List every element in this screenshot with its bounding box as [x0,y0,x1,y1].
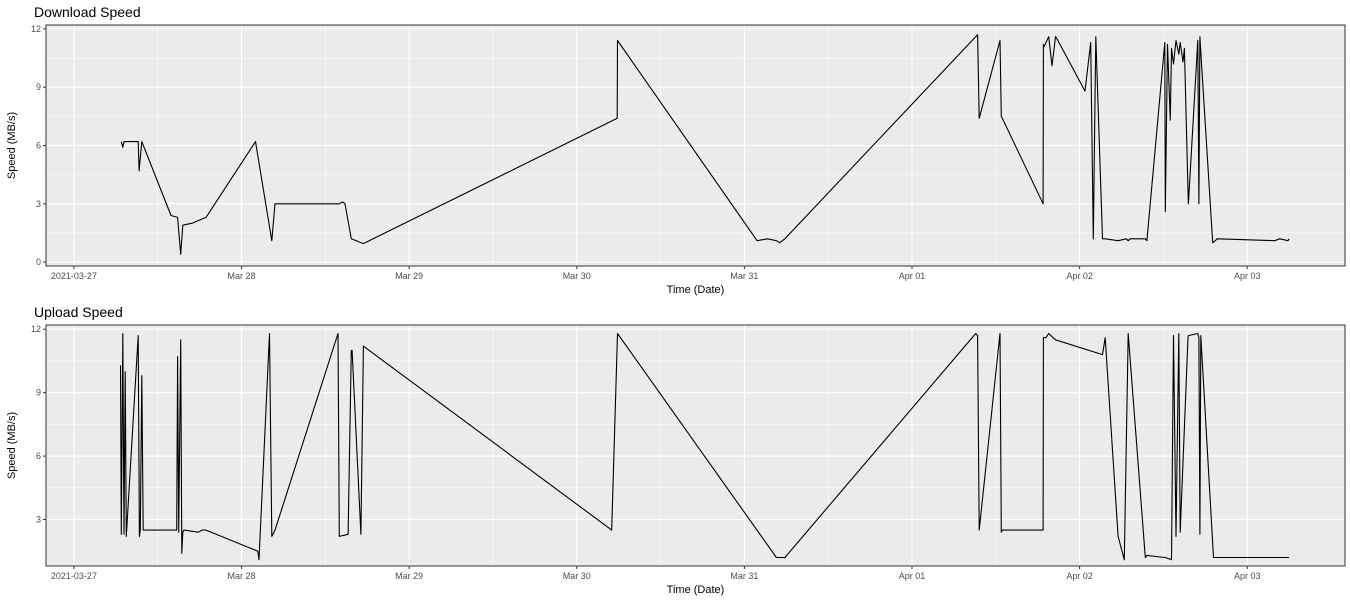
x-tick-label: Mar 31 [730,271,758,281]
y-axis-title: Speed (MB/s) [6,112,18,179]
x-axis-title: Time (Date) [667,284,725,296]
panel-background [46,325,1345,566]
x-tick-label: Apr 03 [1234,571,1261,581]
x-tick-label: Mar 28 [228,571,256,581]
y-axis-title: Speed (MB/s) [6,412,18,479]
y-tick-label: 12 [31,24,41,34]
x-tick-label: Apr 02 [1066,271,1093,281]
x-tick-label: Apr 01 [899,571,926,581]
x-tick-label: Apr 03 [1234,271,1261,281]
x-tick-label: Apr 01 [899,271,926,281]
x-tick-label: Mar 29 [395,271,423,281]
series-line-0 [119,332,1290,561]
x-tick-label: Mar 28 [228,271,256,281]
download-speed-panel: 2021-03-27 Mar 28 Mar 29 Mar 30 Mar 31 Apr 01… [6,4,1346,296]
x-tick-label: Mar 30 [563,571,591,581]
y-tick-label: 3 [36,199,41,209]
y-tick-label: 3 [36,514,41,524]
x-tick-label: Mar 30 [563,271,591,281]
y-tick-label: 6 [36,451,41,461]
upload-speed-panel: 2021-03-27 Mar 28 Mar 29 Mar 30 Mar 31 Apr 01… [6,304,1346,596]
x-tick-label: 2021-03-27 [51,271,97,281]
x-axis-title: Time (Date) [667,584,725,596]
chart-title: Download Speed [34,4,141,20]
y-tick-label: 9 [36,388,41,398]
chart-title: Upload Speed [34,304,123,320]
x-tick-label: 2021-03-27 [51,571,97,581]
y-tick-label: 12 [31,324,41,334]
y-tick-label: 6 [36,141,41,151]
series-line-0 [120,34,1290,255]
panel-border [45,324,1346,567]
y-tick-label: 0 [36,257,41,267]
x-tick-label: Apr 02 [1066,571,1093,581]
x-tick-label: Mar 29 [395,571,423,581]
x-tick-label: Mar 31 [730,571,758,581]
y-tick-label: 9 [36,82,41,92]
